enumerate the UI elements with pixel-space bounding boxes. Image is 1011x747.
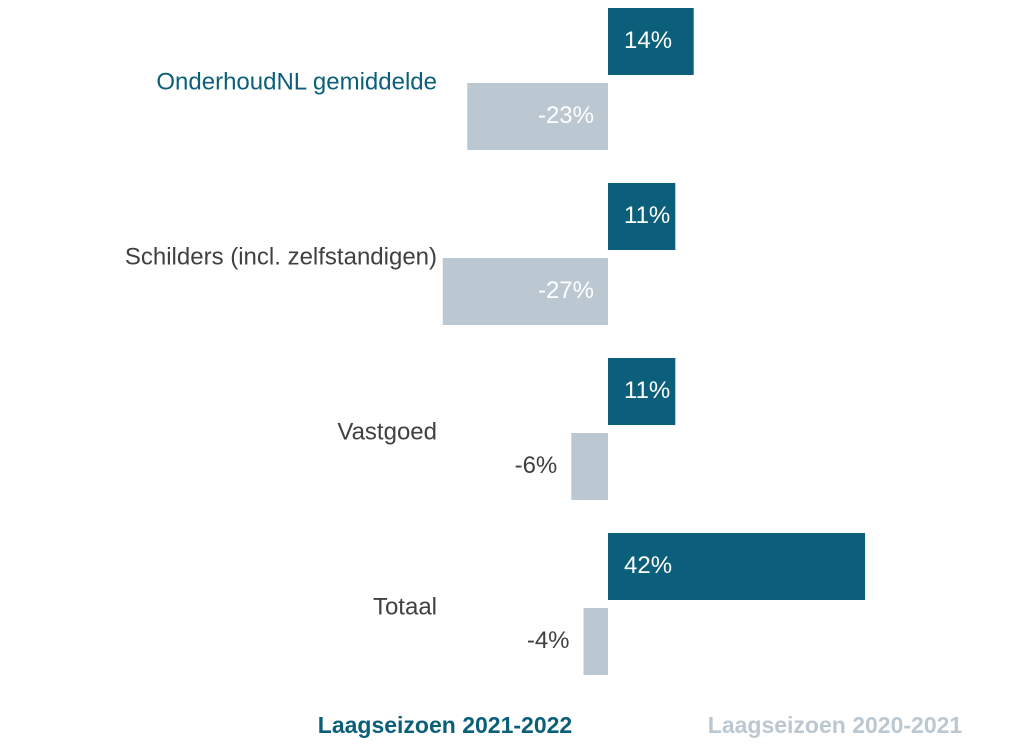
value-label: 11%	[624, 377, 670, 404]
value-label: 11%	[624, 202, 670, 229]
bar	[608, 358, 676, 425]
value-label: 14%	[624, 27, 672, 54]
bar	[608, 183, 676, 250]
bar	[608, 8, 694, 75]
bar	[442, 258, 608, 325]
category-label: Totaal	[373, 593, 437, 620]
bar	[583, 608, 608, 675]
legend-label: Laagseizoen 2020-2021	[708, 712, 963, 738]
value-label: -4%	[527, 627, 570, 654]
bar	[467, 83, 608, 150]
bar	[608, 533, 866, 600]
category-label: OnderhoudNL gemiddelde	[156, 68, 437, 95]
bar	[571, 433, 608, 500]
value-label: -27%	[538, 277, 594, 304]
value-label: -23%	[538, 102, 594, 129]
category-label: Schilders (incl. zelfstandigen)	[125, 243, 437, 270]
legend-label: Laagseizoen 2021-2022	[318, 712, 572, 738]
category-label: Vastgoed	[337, 418, 437, 445]
value-label: -6%	[515, 452, 558, 479]
value-label: 42%	[624, 552, 672, 579]
